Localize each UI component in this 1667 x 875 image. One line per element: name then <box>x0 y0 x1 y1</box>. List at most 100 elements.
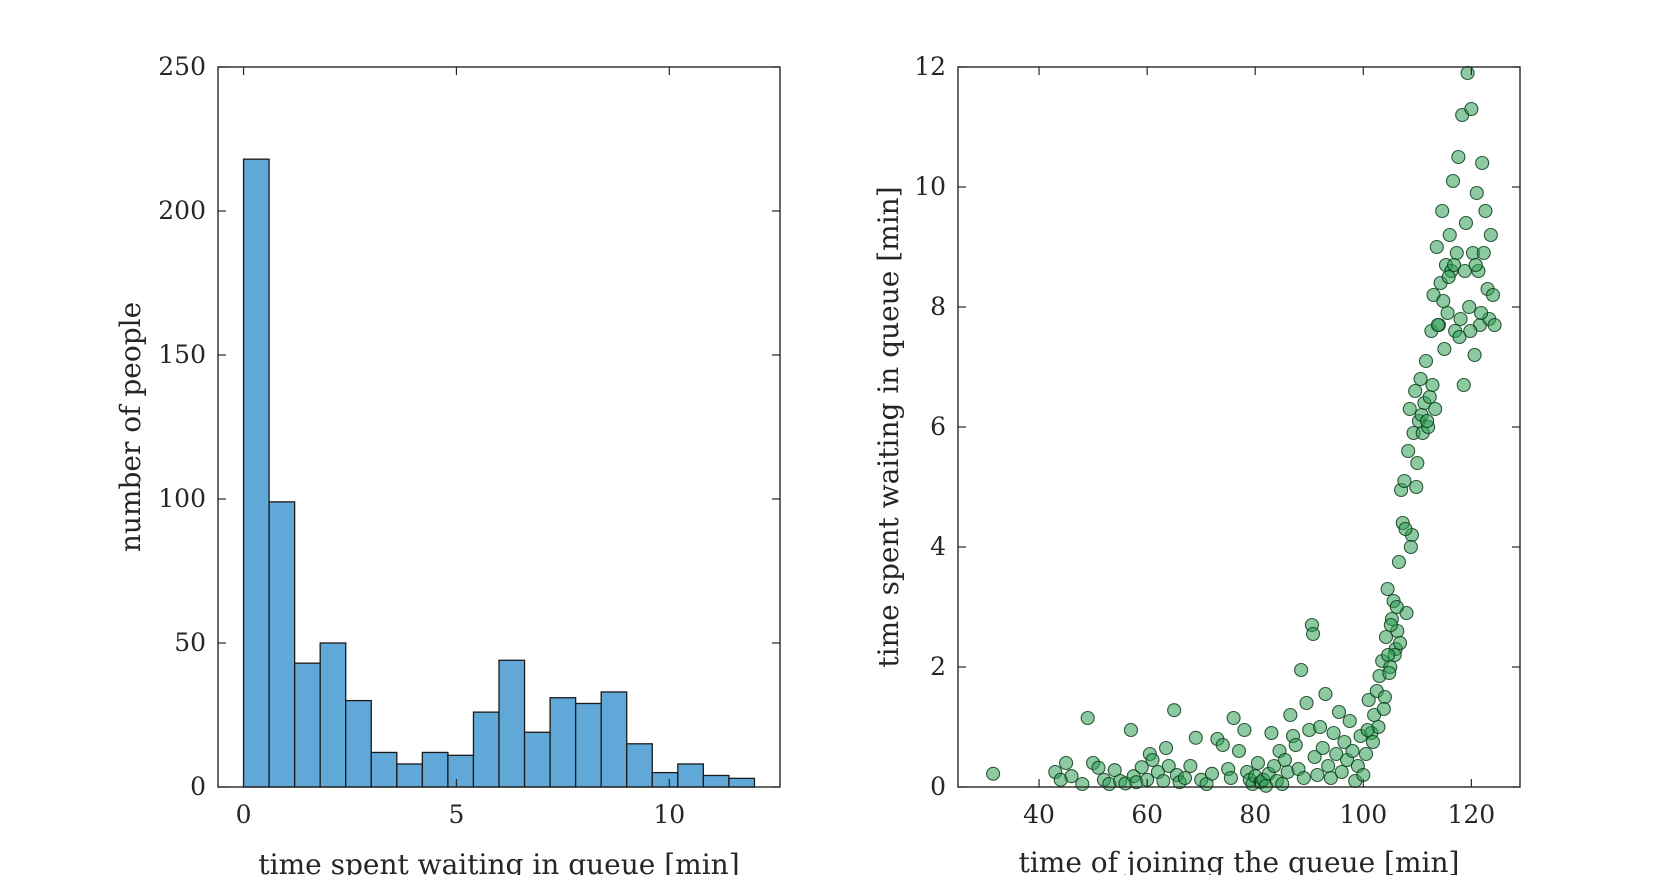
scatter-point <box>1451 149 1466 165</box>
scatter-x-tick-label: 60 <box>1131 800 1163 829</box>
scatter-point <box>1318 686 1333 702</box>
histogram-y-tick-label: 150 <box>158 340 206 369</box>
scatter-point <box>1321 758 1336 774</box>
scatter-point <box>1397 473 1412 489</box>
scatter-point <box>1382 665 1397 681</box>
histogram-bar <box>319 642 347 788</box>
scatter-point <box>1410 455 1425 471</box>
scatter-point <box>1337 734 1352 750</box>
scatter-point <box>1469 185 1484 201</box>
histogram-x-tick-label: 0 <box>236 800 252 829</box>
scatter-y-tick-label: 0 <box>930 772 946 801</box>
scatter-point <box>1288 737 1303 753</box>
scatter-point <box>1485 287 1501 303</box>
scatter-point <box>1449 245 1464 261</box>
scatter-point <box>1442 227 1457 243</box>
scatter-point <box>1315 740 1330 756</box>
histogram-y-tick-label: 100 <box>158 484 206 513</box>
scatter-x-tick-label: 40 <box>1023 800 1055 829</box>
scatter-point <box>1429 239 1444 255</box>
scatter-point <box>1177 770 1193 786</box>
scatter-y-tick-label: 10 <box>914 172 946 201</box>
scatter-point <box>1167 703 1182 718</box>
scatter-point <box>1381 647 1396 663</box>
scatter-point <box>1487 317 1502 333</box>
histogram-x-axis-label: time spent waiting in queue [min] <box>258 848 739 875</box>
scatter-point <box>1464 101 1479 117</box>
histogram-y-tick-label: 250 <box>158 52 206 81</box>
scatter-point <box>1452 329 1467 345</box>
scatter-point <box>1435 203 1450 219</box>
scatter-point <box>1059 755 1074 771</box>
histogram-bar <box>447 754 475 788</box>
scatter-point <box>1226 710 1241 726</box>
histogram-bar <box>651 771 679 788</box>
histogram-bar <box>626 743 653 788</box>
scatter-x-axis-label: time of joining the queue [min] <box>1019 846 1460 875</box>
scatter-point <box>1250 755 1265 771</box>
scatter-point <box>1275 776 1290 792</box>
histogram-bar <box>677 763 705 788</box>
histogram-bar <box>728 777 756 788</box>
histogram-bar <box>498 659 526 788</box>
histogram-bar <box>600 691 628 788</box>
scatter-point <box>1296 770 1311 786</box>
scatter-axes-frame <box>957 66 1521 788</box>
histogram-bar <box>242 158 270 788</box>
scatter-x-tick-label: 120 <box>1448 800 1496 829</box>
histogram-bar <box>268 501 296 788</box>
scatter-point <box>1457 263 1472 279</box>
scatter-point <box>1380 581 1395 597</box>
scatter-point <box>1064 769 1079 784</box>
scatter-point <box>1342 713 1357 729</box>
scatter-point <box>1158 740 1174 756</box>
scatter-panel: 40 60 80 100 120 0 2 4 6 8 10 12 time of joining th… <box>872 52 1521 875</box>
scatter-point <box>1305 626 1321 642</box>
scatter-point <box>1476 245 1491 261</box>
scatter-point <box>1456 377 1471 393</box>
histogram-y-tick-label: 200 <box>158 196 206 225</box>
scatter-point <box>1447 257 1462 273</box>
scatter-point <box>1294 662 1309 678</box>
scatter-point <box>1413 371 1428 387</box>
scatter-point <box>1436 293 1451 309</box>
histogram-bar <box>421 751 449 788</box>
scatter-point <box>1267 758 1282 774</box>
histogram-bar <box>396 763 424 788</box>
scatter-point <box>1326 725 1341 741</box>
histogram-x-tick-label: 5 <box>448 800 464 829</box>
histogram-bar <box>523 731 551 788</box>
scatter-point <box>1123 722 1138 738</box>
scatter-point <box>1091 760 1106 775</box>
scatter-point <box>1422 389 1437 405</box>
scatter-point <box>1463 323 1478 339</box>
scatter-point <box>1376 701 1391 717</box>
scatter-point <box>1401 443 1416 459</box>
scatter-point <box>1360 722 1375 738</box>
scatter-point <box>1361 692 1376 708</box>
scatter-point <box>1467 347 1482 363</box>
scatter-point <box>986 766 1001 781</box>
scatter-point <box>1475 155 1490 171</box>
scatter-point <box>1204 766 1220 781</box>
scatter-point <box>1392 635 1408 651</box>
scatter-x-tick-label: 80 <box>1239 800 1271 829</box>
scatter-point <box>1453 311 1468 327</box>
scatter-point <box>1441 269 1456 285</box>
scatter-point <box>1237 722 1252 738</box>
scatter-point <box>1478 203 1493 219</box>
scatter-point <box>1408 383 1423 399</box>
scatter-point <box>1277 752 1292 768</box>
scatter-point <box>1468 257 1483 273</box>
scatter-ticks: 40 60 80 100 120 0 2 4 6 8 10 12 <box>914 52 1520 829</box>
scatter-point <box>1440 305 1455 321</box>
scatter-point <box>1383 617 1398 633</box>
scatter-point <box>1134 760 1149 775</box>
histogram-bar <box>702 774 730 788</box>
scatter-point <box>1345 743 1360 759</box>
scatter-point <box>1231 743 1247 759</box>
scatter-point <box>1223 770 1238 786</box>
scatter-points <box>986 65 1502 793</box>
